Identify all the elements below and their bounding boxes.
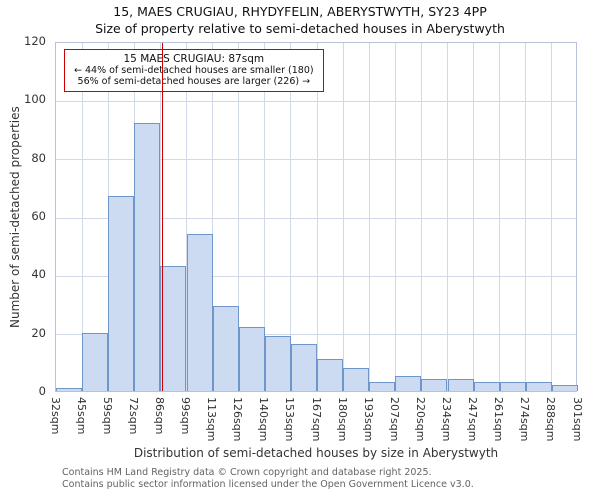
histogram-bar <box>290 344 317 391</box>
gridline-vertical <box>420 43 422 391</box>
annotation-property-size: 15 MAES CRUGIAU: 87sqm <box>123 53 265 65</box>
gridline-vertical <box>81 43 83 391</box>
gridline-vertical <box>159 43 161 391</box>
histogram-bar <box>160 265 187 391</box>
histogram-bar <box>82 332 109 391</box>
y-tick-label: 100 <box>24 92 46 107</box>
x-axis-label: Distribution of semi-detached houses by … <box>133 446 499 460</box>
x-tick-label: 45sqm <box>74 397 88 435</box>
gridline-vertical <box>212 43 214 391</box>
gridline-vertical <box>186 43 187 391</box>
property-size-marker-line <box>161 43 163 391</box>
histogram-bar <box>264 335 291 391</box>
plot-area: 15 MAES CRUGIAU: 87sqm ← 44% of semi-det… <box>55 42 578 392</box>
gridline-vertical <box>394 43 396 391</box>
histogram-bar <box>238 326 265 391</box>
x-tick-label: 153sqm <box>283 397 297 442</box>
footer-line2: Contains public sector information licen… <box>62 478 474 490</box>
gridline-vertical <box>238 43 240 391</box>
x-tick-label: 193sqm <box>361 397 375 442</box>
histogram-bar <box>212 306 239 391</box>
histogram-bar <box>551 385 578 391</box>
annotation-larger-stat: 56% of semi-detached houses are larger (… <box>77 76 311 87</box>
gridline-vertical <box>499 43 501 391</box>
chart-subtitle: Size of property relative to semi-detach… <box>95 21 505 36</box>
gridline-vertical <box>447 43 448 391</box>
x-tick-label: 59sqm <box>100 397 114 435</box>
attribution-footer: Contains HM Land Registry data © Crown c… <box>62 467 474 490</box>
histogram-bar <box>395 376 422 391</box>
footer-line1: Contains HM Land Registry data © Crown c… <box>62 467 432 478</box>
histogram-bar <box>421 379 448 391</box>
x-tick-label: 72sqm <box>126 397 140 435</box>
annotation-smaller-stat: ← 44% of semi-detached houses are smalle… <box>74 65 314 76</box>
x-tick-label: 32sqm <box>48 397 62 435</box>
histogram-bar <box>525 382 552 391</box>
gridline-horizontal <box>56 334 576 336</box>
y-tick-label: 40 <box>31 267 46 282</box>
x-tick-label: 113sqm <box>205 397 219 442</box>
x-tick-label: 261sqm <box>492 397 506 442</box>
histogram-bar <box>343 367 370 391</box>
gridline-horizontal <box>56 159 576 161</box>
histogram-bar <box>447 379 474 391</box>
histogram-bar <box>473 382 500 391</box>
y-tick-label: 80 <box>31 150 46 165</box>
histogram-bar <box>317 358 344 391</box>
x-tick-label: 126sqm <box>231 397 245 442</box>
histogram-bar <box>134 122 161 391</box>
gridline-vertical <box>525 43 527 391</box>
x-tick-label: 140sqm <box>257 397 271 442</box>
gridline-vertical <box>316 43 318 391</box>
y-tick-label: 20 <box>31 325 46 340</box>
histogram-bar <box>186 233 213 391</box>
gridline-vertical <box>368 43 370 391</box>
y-tick-label: 120 <box>24 34 46 48</box>
x-tick-label: 234sqm <box>440 397 453 442</box>
gridline-vertical <box>290 43 292 391</box>
gridline-vertical <box>473 43 475 391</box>
x-tick-label: 288sqm <box>544 397 558 442</box>
y-tick-label: 0 <box>38 384 46 398</box>
gridline-vertical <box>551 43 553 391</box>
gridline-vertical <box>264 43 266 391</box>
x-tick-label: 274sqm <box>518 397 532 442</box>
gridline-horizontal <box>56 275 576 277</box>
gridline-horizontal <box>56 100 576 102</box>
histogram-bar <box>369 382 396 391</box>
annotation-box: 15 MAES CRUGIAU: 87sqm ← 44% of semi-det… <box>64 49 324 92</box>
histogram-bar <box>108 195 135 391</box>
chart-title: 15, MAES CRUGIAU, RHYDYFELIN, ABERYSTWYT… <box>113 4 487 19</box>
gridline-horizontal <box>56 217 576 219</box>
x-tick-label: 220sqm <box>413 397 427 442</box>
gridline-vertical <box>342 43 344 391</box>
x-tick-label: 247sqm <box>466 397 480 442</box>
histogram-bar <box>499 382 526 391</box>
x-tick-label: 167sqm <box>309 397 323 442</box>
x-tick-label: 86sqm <box>152 397 166 435</box>
x-tick-label: 301sqm <box>570 397 584 442</box>
x-tick-label: 99sqm <box>179 397 192 435</box>
y-tick-label: 60 <box>31 209 46 223</box>
x-tick-label: 180sqm <box>335 397 349 442</box>
histogram-bar <box>56 388 83 391</box>
x-tick-label: 207sqm <box>387 397 401 442</box>
